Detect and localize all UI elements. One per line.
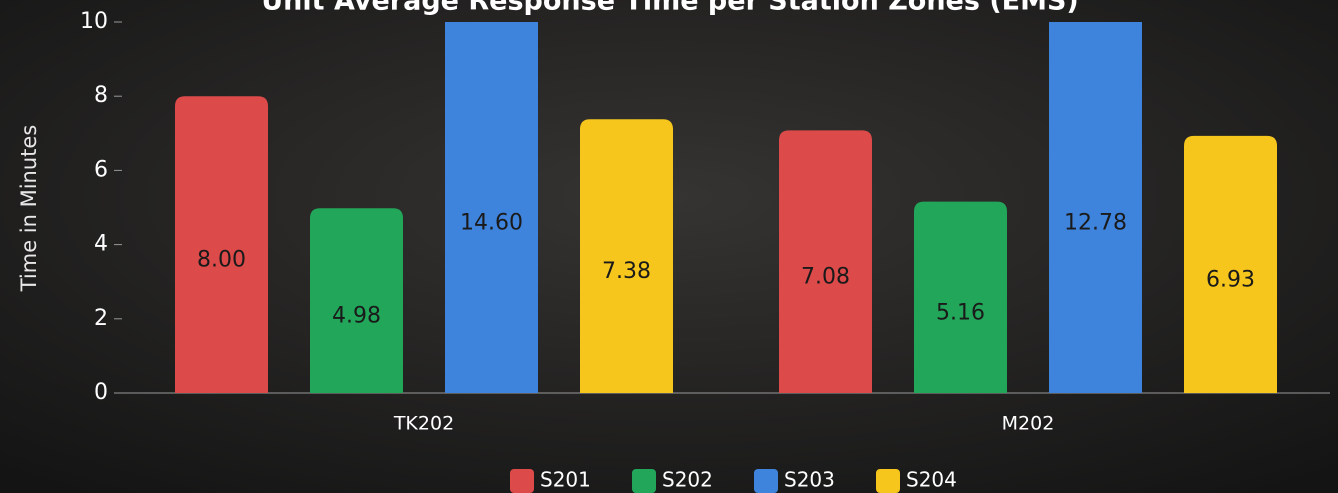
value-label: 5.16 bbox=[936, 300, 985, 325]
value-label: 4.98 bbox=[332, 304, 381, 329]
y-tick-label: 4 bbox=[94, 232, 108, 257]
y-tick-label: 6 bbox=[94, 157, 108, 182]
y-tick-label: 0 bbox=[94, 380, 108, 405]
legend-swatch bbox=[754, 469, 778, 493]
value-label: 12.78 bbox=[1064, 211, 1127, 236]
y-tick-label: 2 bbox=[94, 306, 108, 331]
bar bbox=[175, 96, 268, 393]
value-label: 6.93 bbox=[1206, 267, 1255, 292]
bar bbox=[1049, 22, 1142, 393]
legend-swatch bbox=[876, 469, 900, 493]
legend-label: S204 bbox=[906, 468, 957, 492]
bar bbox=[779, 130, 872, 393]
legend-label: S202 bbox=[662, 468, 713, 492]
bar bbox=[580, 119, 673, 394]
legend-label: S201 bbox=[540, 468, 591, 492]
bar bbox=[914, 201, 1007, 393]
legend-swatch bbox=[510, 469, 534, 493]
value-label: 7.08 bbox=[801, 265, 850, 290]
bar bbox=[310, 208, 403, 393]
value-label: 8.00 bbox=[197, 248, 246, 273]
x-tick-label: TK202 bbox=[393, 413, 454, 435]
value-label: 14.60 bbox=[460, 211, 523, 236]
y-axis-label: Time in Minutes bbox=[17, 125, 41, 293]
value-label: 7.38 bbox=[602, 259, 651, 284]
legend-label: S203 bbox=[784, 468, 835, 492]
bar bbox=[1184, 135, 1277, 393]
bar bbox=[445, 22, 538, 393]
legend-swatch bbox=[632, 469, 656, 493]
y-tick-label: 8 bbox=[94, 83, 108, 108]
x-tick-label: M202 bbox=[1002, 413, 1055, 435]
chart-title: Unit Average Response Time per Station Z… bbox=[261, 0, 1079, 17]
plot-area bbox=[175, 22, 1277, 394]
y-tick-label: 10 bbox=[80, 9, 108, 34]
